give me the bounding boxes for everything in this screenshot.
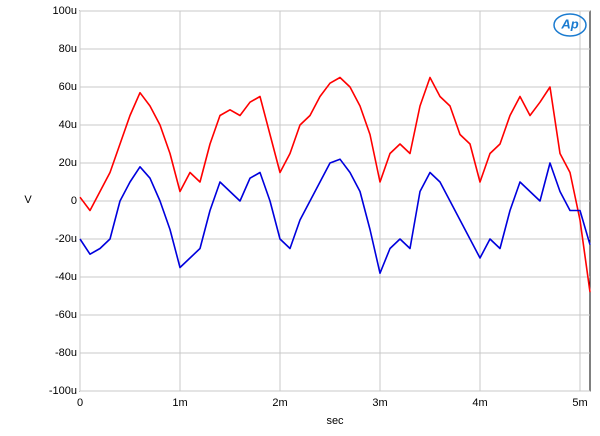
y-tick-label: 100u bbox=[53, 5, 77, 17]
y-tick-label: 40u bbox=[59, 119, 77, 131]
data-line bbox=[79, 158, 591, 274]
x-tick-label: 5m bbox=[572, 397, 587, 409]
y-tick-label: -60u bbox=[55, 309, 77, 321]
y-tick-label: -20u bbox=[55, 233, 77, 245]
logo-ring bbox=[553, 13, 587, 37]
x-tick-label: 3m bbox=[372, 397, 387, 409]
x-tick-label: 2m bbox=[272, 397, 287, 409]
lines bbox=[79, 76, 591, 293]
grid bbox=[79, 10, 590, 392]
data-line bbox=[79, 76, 591, 293]
y-tick-label: -80u bbox=[55, 347, 77, 359]
y-tick-label: 20u bbox=[59, 157, 77, 169]
x-tick-label: 0 bbox=[77, 397, 83, 409]
y-tick-label: 0 bbox=[71, 195, 77, 207]
x-axis-label: sec bbox=[326, 415, 344, 427]
y-axis-label: V bbox=[24, 194, 32, 206]
y-tick-label: 60u bbox=[59, 81, 77, 93]
y-tick-label: -100u bbox=[49, 385, 77, 397]
x-tick-label: 1m bbox=[172, 397, 187, 409]
logo: Ap bbox=[560, 16, 578, 31]
y-tick-label: -40u bbox=[55, 271, 77, 283]
y-tick-label: 80u bbox=[59, 43, 77, 55]
x-tick-label: 4m bbox=[472, 397, 487, 409]
